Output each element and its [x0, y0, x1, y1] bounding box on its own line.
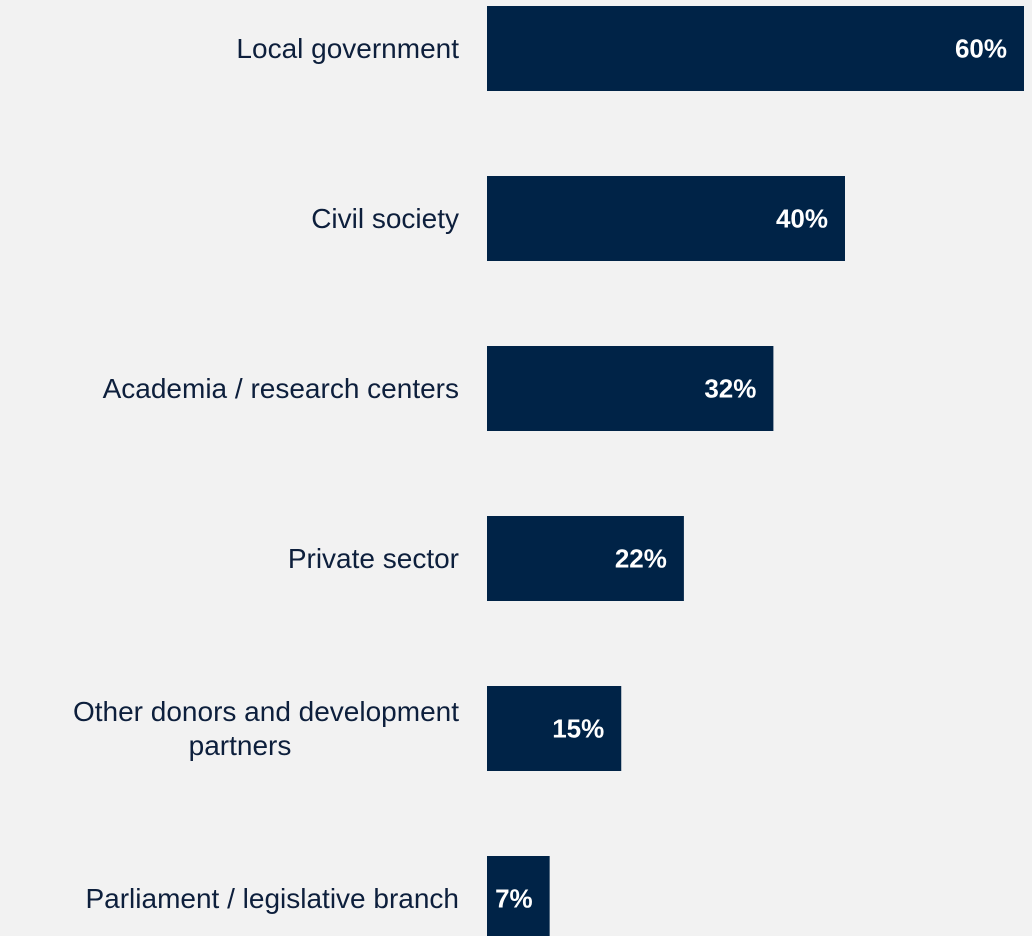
category-label-line: Private sector — [288, 543, 459, 574]
category-label: Local government — [236, 33, 459, 64]
bar-value-label: 7% — [495, 884, 533, 914]
bar-value-label: 15% — [552, 714, 604, 744]
category-label-line: Parliament / legislative branch — [85, 883, 459, 914]
bar — [487, 346, 774, 431]
category-label-line: Academia / research centers — [103, 373, 459, 404]
bar-group: 40% Civil society — [311, 176, 845, 261]
bar-group: 60% Local government — [236, 6, 1024, 91]
bar-group: 7% Parliament / legislative branch — [85, 856, 550, 936]
bar-group: 22% Private sector — [288, 516, 684, 601]
bar-value-label: 40% — [776, 204, 828, 234]
bar-value-label: 32% — [704, 374, 756, 404]
category-label: Private sector — [288, 543, 459, 574]
category-label: Academia / research centers — [103, 373, 459, 404]
category-label: Other donors and development partners — [73, 696, 459, 761]
bar-group: 32% Academia / research centers — [103, 346, 774, 431]
category-label: Parliament / legislative branch — [85, 883, 459, 914]
bar — [487, 6, 1024, 91]
category-label: Civil society — [311, 203, 459, 234]
category-label-line: partners — [189, 730, 292, 761]
category-label-line: Local government — [236, 33, 459, 64]
bar — [487, 516, 684, 601]
bar-value-label: 60% — [955, 34, 1007, 64]
category-label-line: Other donors and development — [73, 696, 459, 727]
bar — [487, 856, 550, 936]
bar-group: 15% Other donors and development partners — [73, 686, 622, 771]
bar — [487, 176, 845, 261]
category-label-line: Civil society — [311, 203, 459, 234]
bar — [487, 686, 622, 771]
bar-value-label: 22% — [615, 544, 667, 574]
